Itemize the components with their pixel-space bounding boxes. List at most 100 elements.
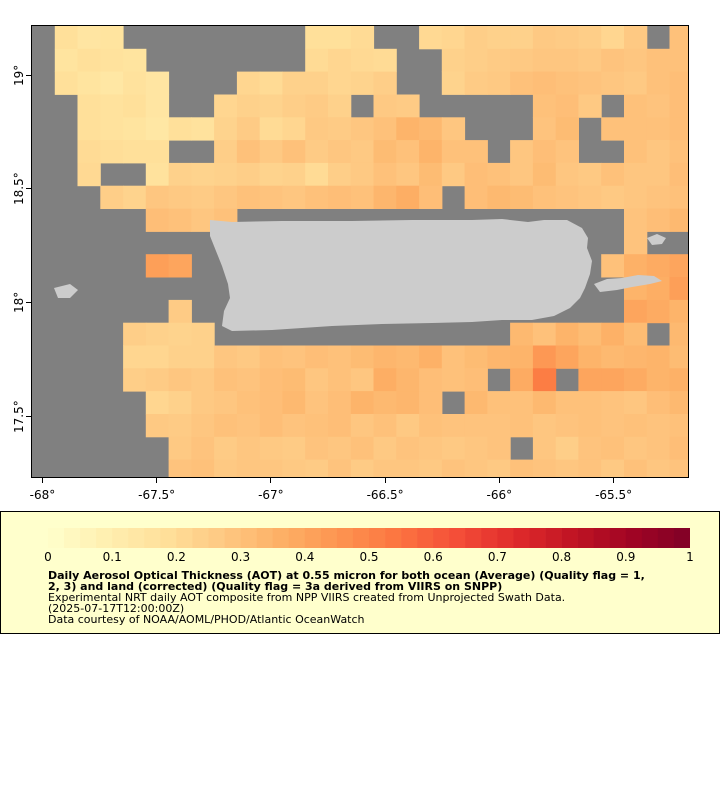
- aot-cell: [328, 414, 352, 438]
- aot-cell: [236, 94, 261, 118]
- aot-cell: [532, 26, 557, 50]
- aot-cell: [669, 71, 688, 95]
- aot-cell: [100, 94, 124, 118]
- aot-cell: [464, 26, 488, 50]
- aot-cell: [669, 277, 688, 301]
- aot-cell: [236, 71, 261, 95]
- caption-timestamp: (2025-07-17T12:00:00Z): [48, 602, 185, 615]
- aot-cell: [373, 391, 397, 415]
- caption-title-line2: 2, 3) and land (corrected) (Quality flag…: [48, 580, 503, 593]
- aot-cell: [350, 26, 375, 50]
- y-tick-mark: [26, 302, 31, 304]
- colorbar-segment: [577, 528, 594, 548]
- aot-cell: [601, 345, 625, 369]
- aot-cell: [532, 436, 557, 461]
- aot-cell: [373, 48, 397, 73]
- aot-cell: [669, 322, 688, 346]
- aot-cell: [464, 162, 488, 187]
- aot-cell: [77, 48, 101, 73]
- aot-cell: [441, 459, 466, 477]
- aot-cell: [214, 162, 238, 187]
- aot-cell: [441, 414, 466, 438]
- caption-description: Experimental NRT daily AOT composite fro…: [48, 591, 566, 604]
- x-tick-mark: [270, 478, 272, 483]
- aot-cell: [259, 436, 283, 461]
- aot-cell: [510, 391, 534, 415]
- colorbar-segment: [176, 528, 193, 548]
- aot-cell: [578, 414, 602, 438]
- aot-cell: [510, 48, 534, 73]
- aot-cell: [624, 26, 648, 50]
- aot-cell: [555, 459, 579, 477]
- aot-cell: [624, 162, 648, 187]
- colorbar-segment: [208, 528, 225, 548]
- aot-cell: [396, 345, 420, 369]
- aot-cell: [145, 140, 170, 164]
- aot-cell: [419, 140, 443, 164]
- aot-cell: [282, 162, 306, 187]
- aot-cell: [532, 345, 557, 369]
- aot-cell: [555, 162, 579, 187]
- aot-cell: [282, 94, 306, 118]
- aot-cell: [419, 391, 443, 415]
- map-plot-area[interactable]: [31, 25, 689, 478]
- colorbar-segment: [641, 528, 659, 548]
- aot-map: [54, 26, 688, 477]
- aot-cell: [669, 26, 688, 50]
- aot-cell: [168, 414, 192, 438]
- aot-cell: [419, 185, 443, 209]
- aot-cell: [282, 391, 306, 415]
- aot-cell: [669, 208, 688, 232]
- aot-cell: [510, 162, 534, 187]
- aot-cell: [624, 254, 648, 278]
- aot-cell: [350, 140, 375, 164]
- mona-island: [54, 284, 78, 298]
- aot-cell: [328, 391, 352, 415]
- colorbar-segment: [144, 528, 161, 548]
- aot-cell: [532, 322, 557, 346]
- aot-cell: [77, 117, 101, 141]
- aot-cell: [624, 459, 648, 477]
- aot-cell: [282, 117, 306, 141]
- aot-cell: [624, 208, 648, 232]
- aot-cell: [282, 71, 306, 95]
- aot-cell: [328, 117, 352, 141]
- aot-cell: [669, 254, 688, 278]
- aot-cell: [54, 48, 79, 73]
- aot-cell: [532, 368, 557, 392]
- aot-cell: [601, 322, 625, 346]
- aot-cell: [305, 185, 329, 209]
- aot-cell: [191, 208, 215, 232]
- colorbar-label: 0.4: [295, 550, 315, 564]
- aot-cell: [305, 48, 329, 73]
- aot-cell: [419, 368, 443, 392]
- aot-cell: [100, 71, 124, 95]
- colorbar-segment: [449, 528, 466, 548]
- aot-cell: [419, 459, 443, 477]
- aot-cell: [54, 71, 79, 95]
- aot-cell: [510, 71, 534, 95]
- aot-cell: [578, 322, 602, 346]
- aot-cell: [578, 26, 602, 50]
- colorbar-segment: [417, 528, 434, 548]
- aot-cell: [373, 140, 397, 164]
- aot-cell: [191, 414, 215, 438]
- aot-cell: [236, 162, 261, 187]
- colorbar-segment: [96, 528, 113, 548]
- aot-cell: [624, 299, 648, 324]
- aot-cell: [532, 71, 557, 95]
- aot-cell: [168, 117, 192, 141]
- aot-cell: [578, 48, 602, 73]
- aot-cell: [123, 368, 147, 392]
- aot-cell: [532, 117, 557, 141]
- aot-cell: [646, 391, 670, 415]
- aot-cell: [305, 140, 329, 164]
- aot-cell: [487, 345, 511, 369]
- aot-cell: [510, 345, 534, 369]
- aot-cell: [487, 162, 511, 187]
- aot-cell: [646, 459, 670, 477]
- colorbar-segment: [288, 528, 306, 548]
- aot-cell: [123, 94, 147, 118]
- aot-cell: [555, 26, 579, 50]
- aot-cell: [350, 368, 375, 392]
